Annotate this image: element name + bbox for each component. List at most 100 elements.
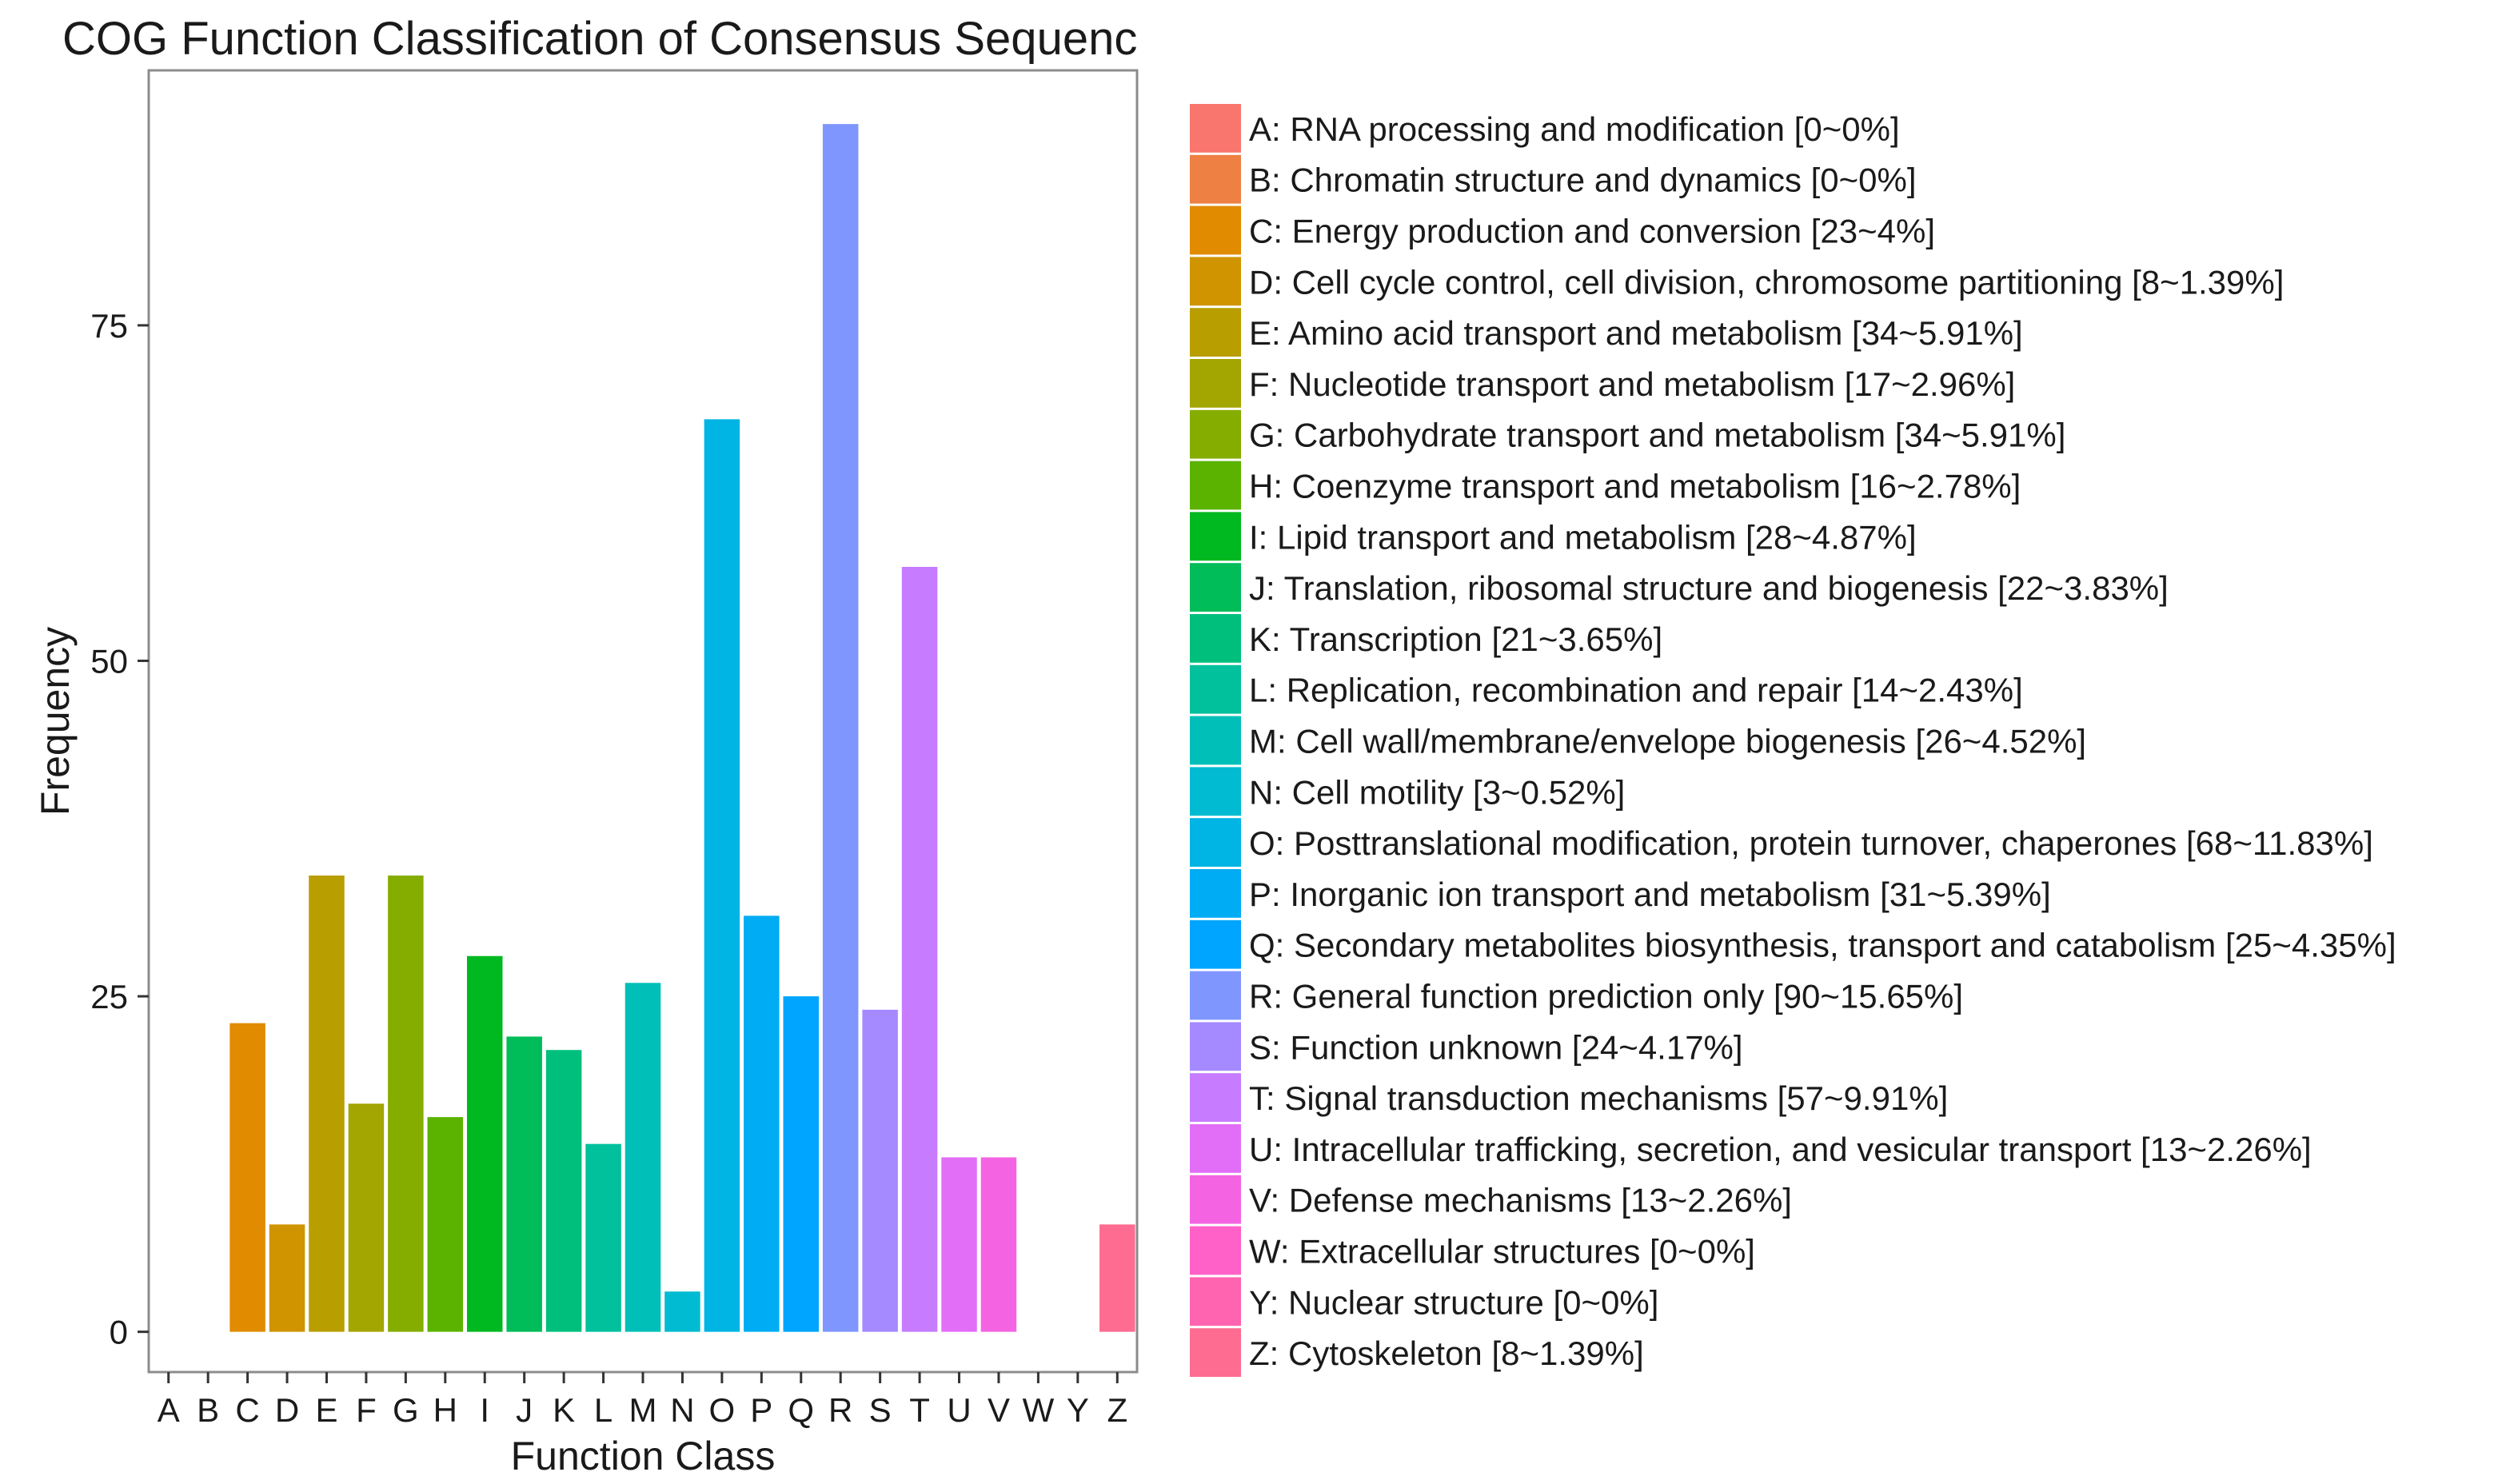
bar-H <box>427 1117 464 1332</box>
y-axis: 0 25 50 75 <box>90 307 149 1351</box>
legend-key-T <box>1190 1073 1241 1122</box>
x-axis-title: Function Class <box>511 1434 776 1478</box>
legend-label-Y: Y: Nuclear structure [0~0%] <box>1249 1283 1658 1321</box>
y-tick-label: 25 <box>90 978 128 1015</box>
legend-key-F <box>1190 359 1241 408</box>
x-tick-label-C: C <box>235 1391 259 1429</box>
legend-label-E: E: Amino acid transport and metabolism [… <box>1249 314 2023 352</box>
bar-I <box>466 955 503 1332</box>
x-tick-label-T: T <box>909 1391 930 1429</box>
x-tick-label-Y: Y <box>1067 1391 1089 1429</box>
legend-key-H <box>1190 461 1241 510</box>
x-tick-label-R: R <box>828 1391 852 1429</box>
y-axis-title: Frequency <box>33 627 78 816</box>
legend-label-D: D: Cell cycle control, cell division, ch… <box>1249 263 2284 301</box>
bars <box>229 124 1135 1332</box>
legend-label-J: J: Translation, ribosomal structure and … <box>1249 569 2169 607</box>
legend-key-U <box>1190 1124 1241 1173</box>
bar-J <box>506 1036 542 1332</box>
x-tick-label-E: E <box>315 1391 337 1429</box>
x-tick-label-S: S <box>869 1391 892 1429</box>
legend-key-M <box>1190 716 1241 765</box>
x-tick-label-B: B <box>197 1391 219 1429</box>
legend-key-I <box>1190 512 1241 561</box>
legend-key-Q <box>1190 920 1241 969</box>
bar-M <box>624 983 661 1332</box>
bar-Q <box>783 996 820 1332</box>
legend-key-S <box>1190 1022 1241 1071</box>
bar-K <box>545 1050 582 1332</box>
y-tick-label: 75 <box>90 307 128 345</box>
legend-label-Q: Q: Secondary metabolites biosynthesis, t… <box>1249 927 2396 964</box>
legend-key-B <box>1190 154 1241 204</box>
legend-label-V: V: Defense mechanisms [13~2.26%] <box>1249 1182 1792 1219</box>
bar-N <box>664 1291 700 1332</box>
bar-Z <box>1099 1224 1135 1332</box>
bar-L <box>585 1143 621 1332</box>
chart-title: COG Function Classification of Consensus… <box>62 13 1137 65</box>
y-tick-label: 0 <box>110 1314 128 1351</box>
legend-key-G <box>1190 409 1241 459</box>
bar-V <box>980 1157 1017 1332</box>
bar-D <box>269 1224 305 1332</box>
x-tick-label-G: G <box>393 1391 419 1429</box>
x-tick-label-M: M <box>629 1391 657 1429</box>
legend-key-N <box>1190 767 1241 816</box>
x-tick-label-Q: Q <box>788 1391 814 1429</box>
legend-key-K <box>1190 614 1241 663</box>
bar-R <box>822 124 859 1332</box>
legend-label-M: M: Cell wall/membrane/envelope biogenesi… <box>1249 723 2086 760</box>
x-tick-label-I: I <box>480 1391 489 1429</box>
legend-label-F: F: Nucleotide transport and metabolism [… <box>1249 365 2015 403</box>
x-tick-label-A: A <box>158 1391 180 1429</box>
x-tick-label-J: J <box>516 1391 533 1429</box>
legend-label-I: I: Lipid transport and metabolism [28~4.… <box>1249 518 1917 556</box>
legend-key-C <box>1190 205 1241 255</box>
legend-label-R: R: General function prediction only [90~… <box>1249 978 1963 1015</box>
x-tick-label-F: F <box>356 1391 377 1429</box>
legend-label-C: C: Energy production and conversion [23~… <box>1249 213 1935 250</box>
legend-key-Z <box>1190 1328 1241 1377</box>
legend-label-G: G: Carbohydrate transport and metabolism… <box>1249 417 2065 454</box>
legend-label-U: U: Intracellular trafficking, secretion,… <box>1249 1131 2312 1168</box>
x-tick-label-L: L <box>594 1391 613 1429</box>
x-tick-label-V: V <box>988 1391 1010 1429</box>
legend-key-V <box>1190 1175 1241 1224</box>
x-tick-label-H: H <box>433 1391 457 1429</box>
x-tick-label-D: D <box>275 1391 299 1429</box>
x-tick-label-Z: Z <box>1107 1391 1127 1429</box>
legend-label-O: O: Posttranslational modification, prote… <box>1249 824 2373 862</box>
bar-P <box>744 916 780 1332</box>
x-tick-label-U: U <box>947 1391 971 1429</box>
bar-O <box>704 419 740 1332</box>
legend-label-B: B: Chromatin structure and dynamics [0~0… <box>1249 162 1917 199</box>
legend-label-Z: Z: Cytoskeleton [8~1.39%] <box>1249 1334 1644 1372</box>
legend-label-K: K: Transcription [21~3.65%] <box>1249 620 1662 658</box>
legend-key-Y <box>1190 1277 1241 1326</box>
legend-key-A <box>1190 104 1241 153</box>
legend-key-O <box>1190 818 1241 867</box>
bar-T <box>901 566 938 1332</box>
legend-key-E <box>1190 308 1241 357</box>
legend-key-L <box>1190 664 1241 714</box>
legend: A: RNA processing and modification [0~0%… <box>1190 104 2396 1377</box>
legend-label-T: T: Signal transduction mechanisms [57~9.… <box>1249 1079 1948 1117</box>
legend-key-J <box>1190 563 1241 612</box>
bar-G <box>388 876 424 1332</box>
bar-U <box>941 1157 977 1332</box>
bar-E <box>309 876 345 1332</box>
x-tick-label-O: O <box>709 1391 736 1429</box>
legend-label-N: N: Cell motility [3~0.52%] <box>1249 773 1625 811</box>
x-tick-label-W: W <box>1023 1391 1055 1429</box>
x-tick-label-K: K <box>553 1391 575 1429</box>
legend-key-R <box>1190 971 1241 1020</box>
bar-S <box>862 1009 898 1332</box>
legend-key-W <box>1190 1226 1241 1275</box>
bar-C <box>229 1023 265 1332</box>
legend-key-D <box>1190 257 1241 306</box>
legend-label-A: A: RNA processing and modification [0~0%… <box>1249 110 1900 148</box>
x-tick-label-P: P <box>750 1391 772 1429</box>
legend-label-S: S: Function unknown [24~4.17%] <box>1249 1028 1743 1066</box>
